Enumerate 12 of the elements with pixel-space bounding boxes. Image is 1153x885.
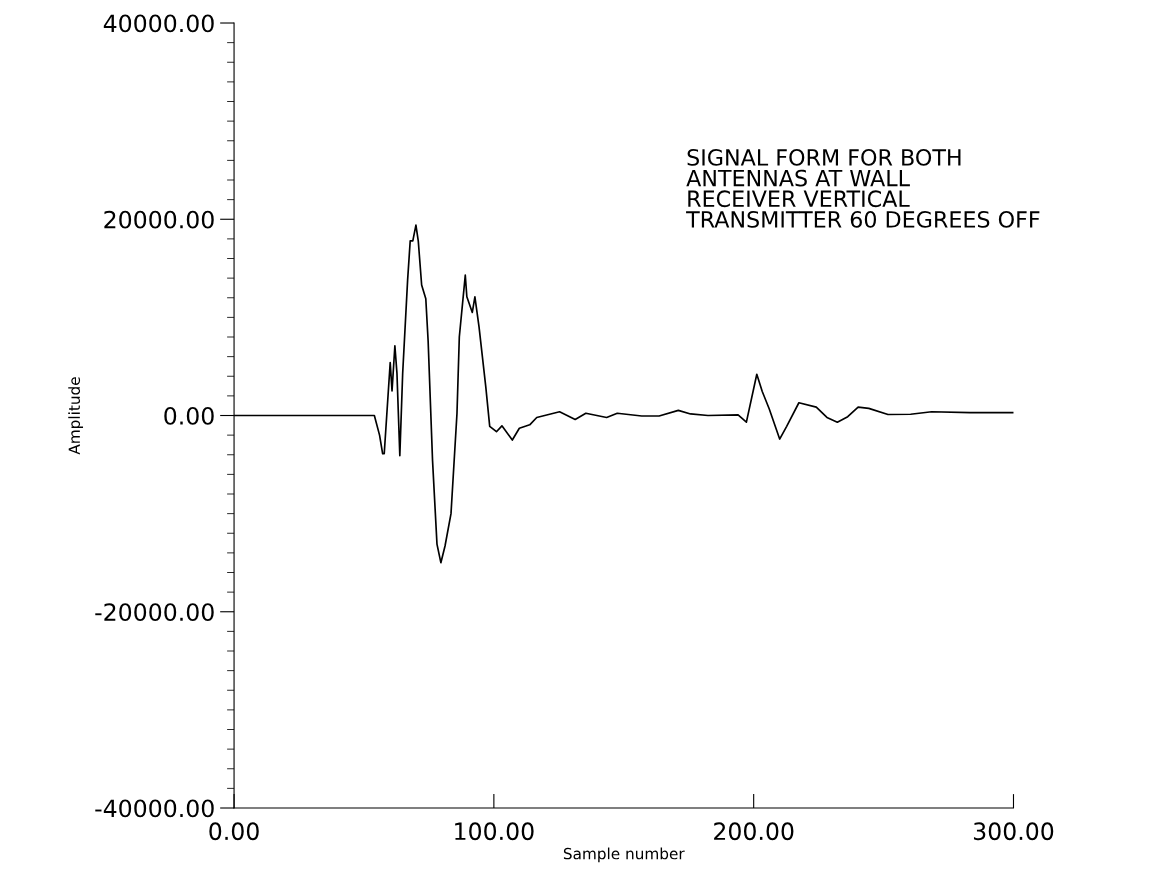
y-tick-label: -40000.00 <box>95 799 214 818</box>
x-axis-title: Sample number <box>563 847 685 863</box>
y-tick-label: 20000.00 <box>104 210 214 229</box>
x-tick-label: 300.00 <box>973 822 1054 841</box>
x-tick-label: 200.00 <box>714 822 794 841</box>
y-tick-label: -20000.00 <box>95 603 214 622</box>
x-tick-label: 100.00 <box>455 822 534 841</box>
y-axis-title: Amplitude <box>68 377 84 455</box>
x-tick-label: 0.00 <box>209 822 259 841</box>
annotation: SIGNAL FORM FOR BOTH ANTENNAS AT WALL RECEIVER VERTICAL TRANSMITTER 60 DEGREES OFF <box>686 149 1040 228</box>
y-tick-label: 0.00 <box>164 406 214 425</box>
y-tick-label: 40000.00 <box>103 14 214 33</box>
